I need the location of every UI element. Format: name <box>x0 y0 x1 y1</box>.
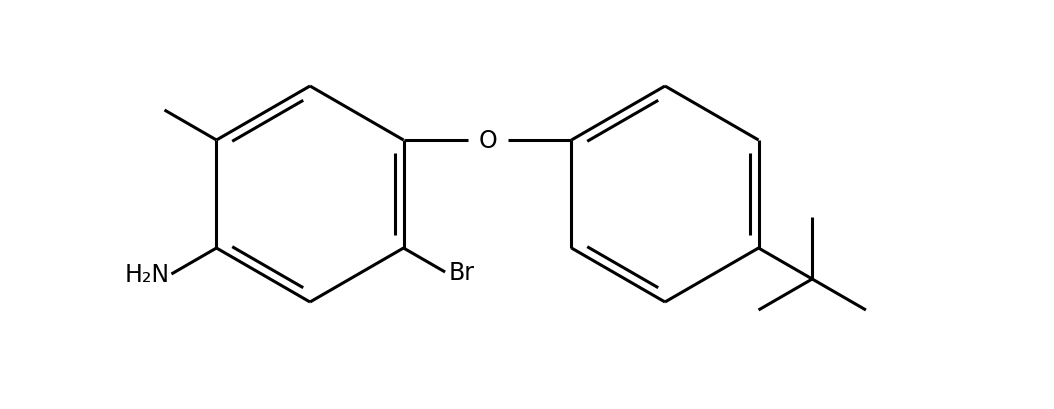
Text: O: O <box>479 129 496 153</box>
Text: H₂N: H₂N <box>124 262 170 286</box>
Text: Br: Br <box>449 261 475 284</box>
